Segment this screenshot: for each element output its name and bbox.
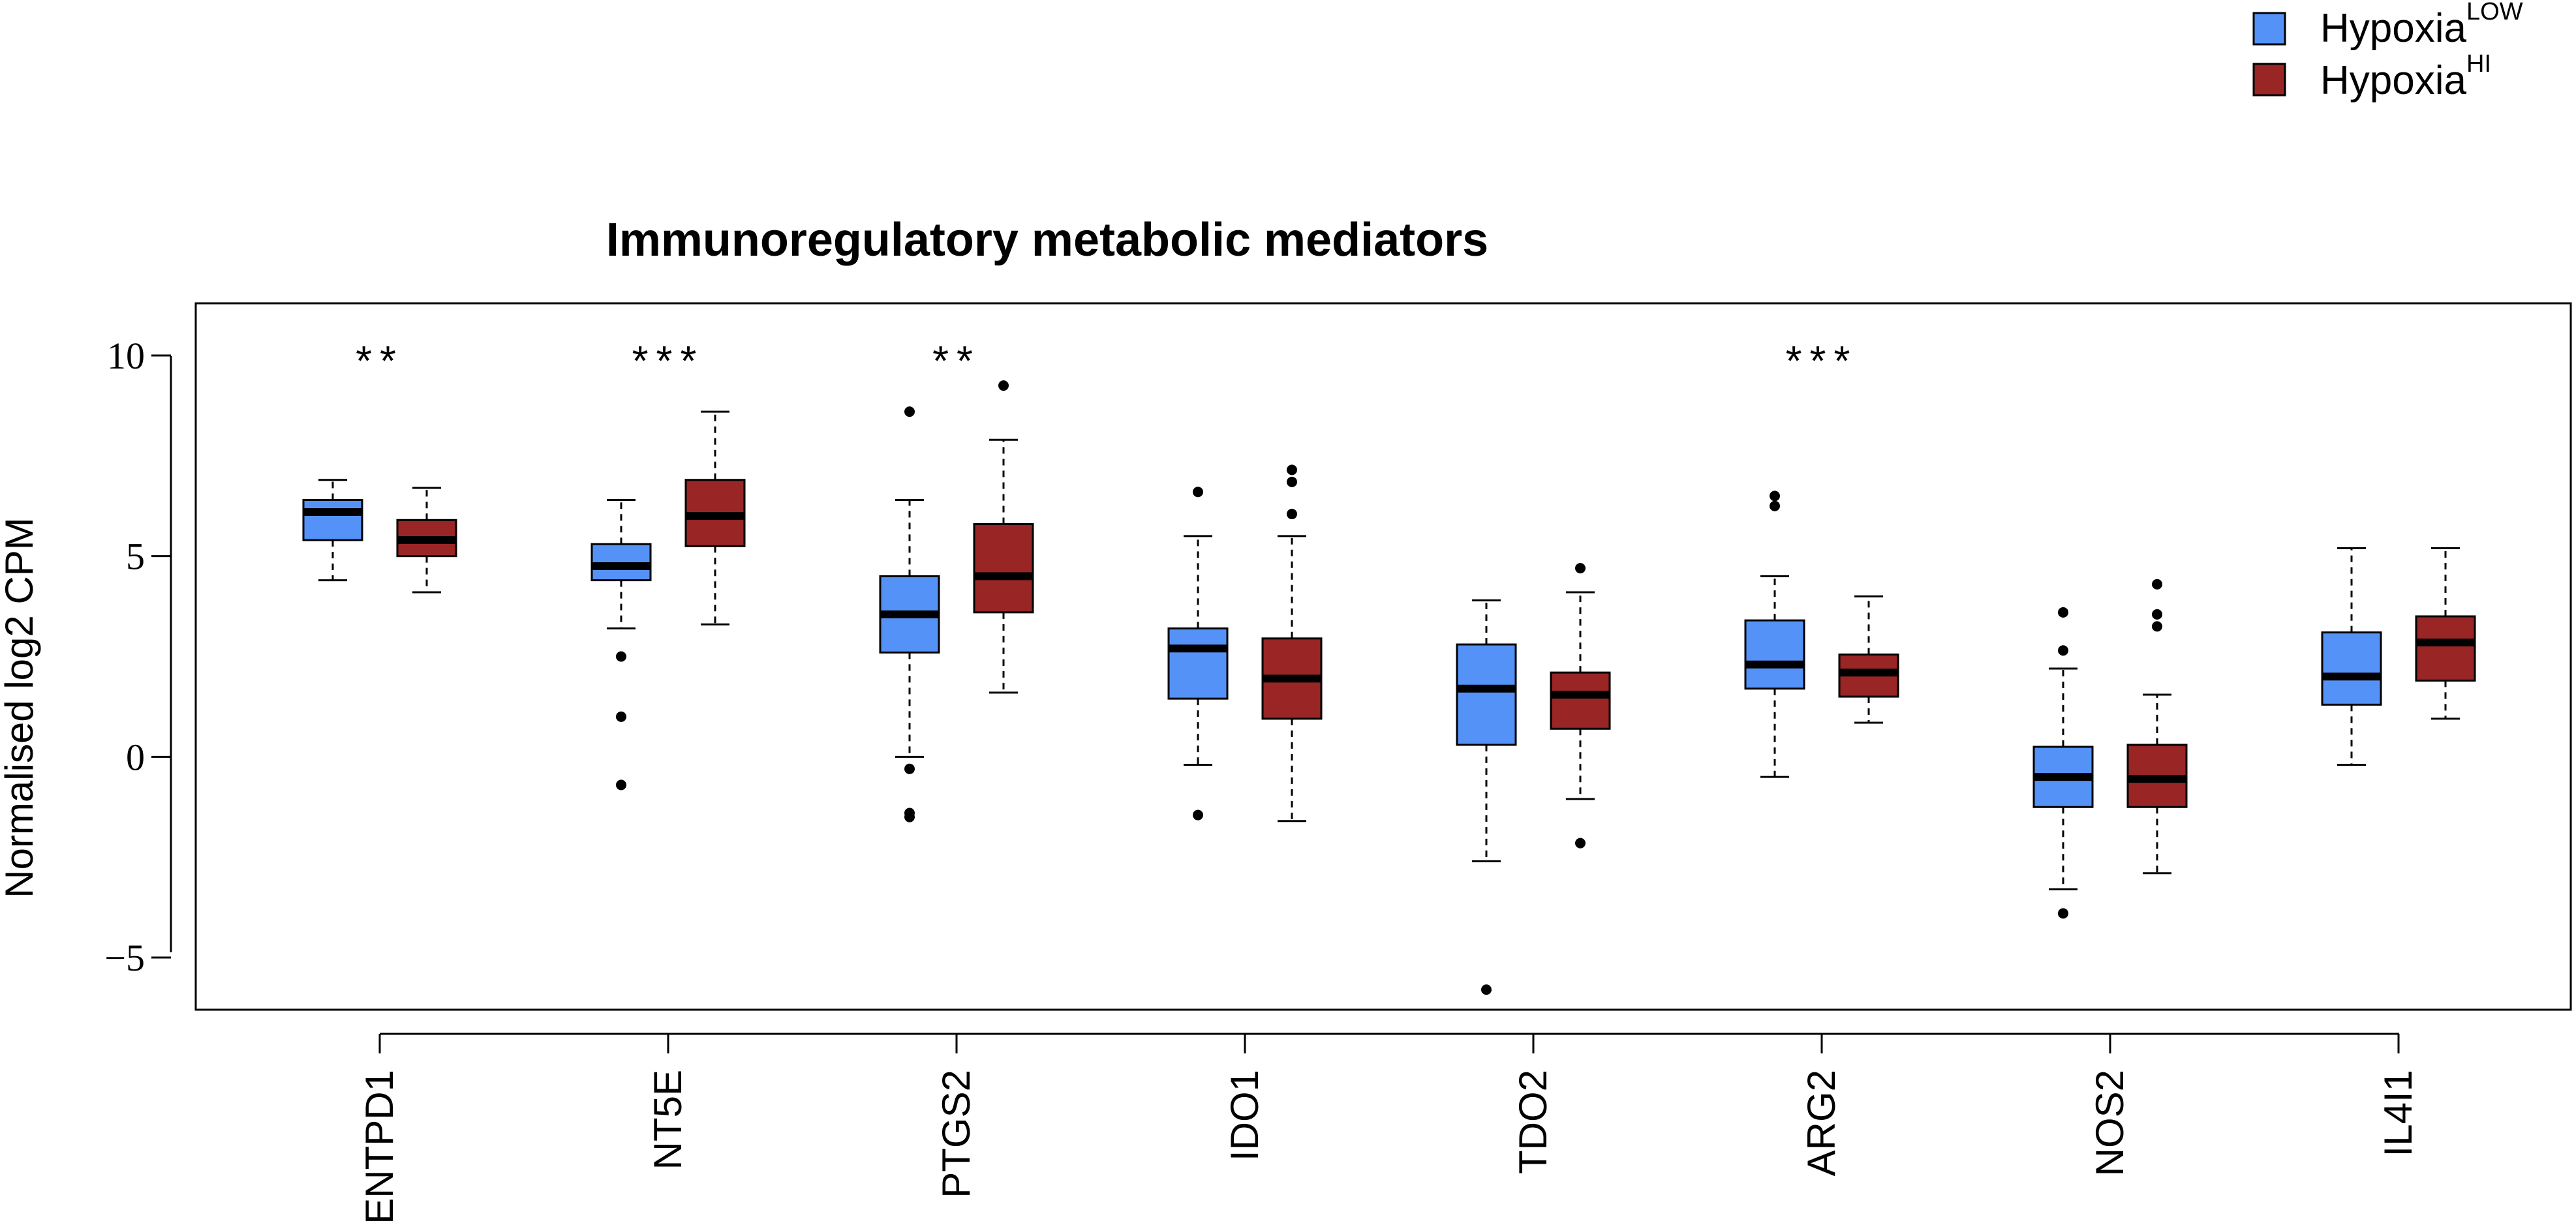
outlier-point (616, 779, 626, 791)
iqr-box (302, 499, 363, 541)
outlier-point (2058, 607, 2068, 618)
plot-frame (194, 302, 2572, 1011)
x-tick-label-nos2: NOS2 (2088, 1070, 2132, 1176)
x-tick-label-il4i1: IL4I1 (2376, 1070, 2420, 1156)
outlier-point (904, 811, 915, 823)
outlier-point (904, 763, 915, 774)
chart-title: Immunoregulatory metabolic mediators (606, 214, 1488, 266)
outlier-point (1287, 464, 1297, 476)
box-low-il4i1 (2321, 547, 2382, 766)
legend-swatch-hi (2252, 63, 2286, 97)
outlier-point (2152, 609, 2162, 620)
outlier-point (2152, 621, 2162, 632)
iqr-box (1550, 671, 1611, 730)
legend-label-hi-sup: HI (2466, 50, 2491, 78)
box-low-ido1 (1167, 487, 1229, 821)
legend-swatch-low (2252, 12, 2286, 46)
outlier-point (1193, 487, 1203, 498)
x-tick-label-ido1: IDO1 (1223, 1070, 1266, 1161)
outlier-point (904, 406, 915, 417)
y-tick-label: 5 (126, 536, 145, 578)
legend-label-low: HypoxiaLOW (2320, 0, 2523, 51)
box-hi-entpd1 (396, 487, 457, 594)
outlier-point (998, 380, 1009, 391)
outlier-point (1193, 809, 1203, 821)
iqr-box (1744, 619, 1805, 690)
legend-label-hi: HypoxiaHI (2320, 50, 2491, 103)
significance-mark: ** (356, 337, 404, 384)
iqr-box (973, 522, 1034, 614)
significance-mark: *** (632, 337, 705, 384)
x-tick-label-tdo2: TDO2 (1511, 1070, 1555, 1174)
box-low-tdo2 (1456, 599, 1517, 995)
outlier-point (1481, 984, 1492, 995)
x-tick-label-arg2: ARG2 (1800, 1070, 1843, 1176)
iqr-box (1456, 643, 1517, 746)
legend: HypoxiaLOW HypoxiaHI (2252, 0, 2523, 103)
box-hi-il4i1 (2415, 547, 2476, 720)
box-hi-ido1 (1261, 464, 1323, 823)
outlier-point (1770, 491, 1780, 502)
box-low-nos2 (2032, 607, 2094, 919)
y-tick-label: −5 (104, 937, 145, 979)
significance-mark: ** (932, 337, 981, 384)
outlier-point (1770, 500, 1780, 511)
outlier-point (616, 711, 626, 722)
x-ticks: ENTPD1 NT5E PTGS2 IDO1 TDO2 ARG2 NOS2 IL4I1 (358, 1034, 2420, 1223)
iqr-box (2415, 615, 2476, 682)
box-low-entpd1 (302, 479, 363, 582)
box-hi-tdo2 (1550, 563, 1611, 849)
box-low-arg2 (1744, 491, 1805, 778)
box-hi-ptgs2 (973, 380, 1034, 694)
x-tick-label-entpd1: ENTPD1 (358, 1070, 401, 1223)
legend-label-low-base: Hypoxia (2320, 6, 2467, 51)
box-low-nt5e (590, 499, 652, 791)
x-tick-label-ptgs2: PTGS2 (934, 1070, 978, 1198)
box-hi-nos2 (2126, 579, 2188, 875)
box-hi-arg2 (1838, 595, 1899, 724)
y-axis-label: Normalised log2 CPM (0, 517, 41, 898)
box-hi-nt5e (684, 410, 746, 626)
significance-layer: ** *** ** *** (356, 337, 1858, 384)
y-tick-label: 10 (107, 335, 145, 377)
outlier-point (616, 651, 626, 662)
y-tick-label: 0 (126, 736, 145, 778)
outlier-point (1575, 563, 1586, 574)
outlier-point (2058, 908, 2068, 919)
outlier-point (2058, 645, 2068, 656)
outlier-point (1287, 476, 1297, 487)
iqr-box (1167, 627, 1229, 700)
box-low-ptgs2 (879, 406, 940, 823)
iqr-box (2321, 631, 2382, 706)
outlier-point (2152, 579, 2162, 590)
boxes-layer (302, 380, 2476, 995)
outlier-point (1575, 838, 1586, 849)
legend-label-low-sup: LOW (2466, 0, 2523, 25)
outlier-point (1287, 509, 1297, 520)
iqr-box (590, 543, 652, 582)
legend-label-hi-base: Hypoxia (2320, 58, 2467, 103)
significance-mark: *** (1786, 337, 1858, 384)
y-ticks: 10 5 0 −5 (104, 335, 171, 979)
x-tick-label-nt5e: NT5E (646, 1070, 690, 1170)
